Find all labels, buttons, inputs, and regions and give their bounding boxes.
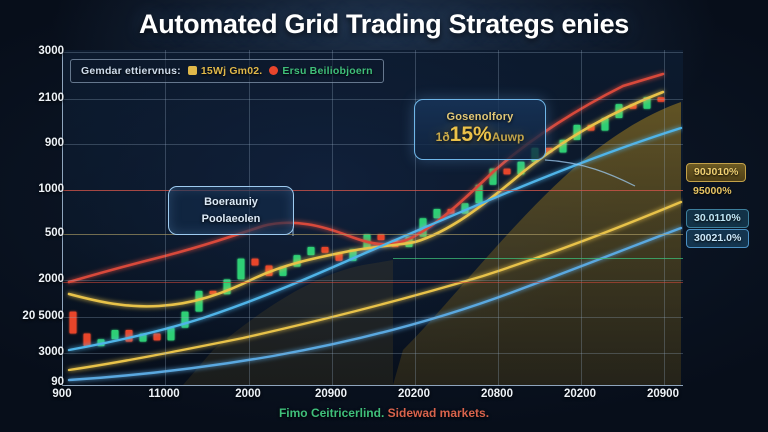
- candle-body: [251, 258, 259, 266]
- candle-body: [657, 97, 665, 102]
- x-axis-tick: 2000: [235, 388, 261, 400]
- price-label-0[interactable]: 90J010%: [686, 163, 747, 182]
- gridline-h: [63, 280, 683, 281]
- ma-cyan-line: [67, 126, 683, 352]
- callout-gain-suffix: Auwp: [491, 130, 525, 144]
- callout-gain-label: Gosenolfory: [446, 111, 514, 123]
- y-axis-tick: 3000: [38, 346, 64, 358]
- callout-consolidation-line1: Boerauniy: [204, 195, 258, 208]
- gridline-h: [63, 317, 683, 318]
- legend-swatch-gold: [187, 66, 197, 75]
- gridline-v: [498, 50, 499, 385]
- callout-consolidation[interactable]: Boerauniy Poolaeolen: [168, 186, 294, 235]
- candle-body: [601, 117, 609, 131]
- x-axis-tick: 20200: [398, 388, 430, 400]
- y-axis-tick: 1000: [38, 183, 64, 195]
- x-axis-tick: 11000: [148, 388, 180, 400]
- y-axis-tick: 3000: [38, 45, 64, 57]
- grid-band-fill: [183, 102, 681, 385]
- reference-line-green: [393, 258, 683, 259]
- gridline-h: [63, 144, 683, 145]
- candle-body: [377, 234, 385, 241]
- gridline-v: [581, 50, 582, 385]
- candle-body: [209, 290, 217, 295]
- x-axis-tick: 20900: [315, 388, 347, 400]
- x-axis-tick: 20800: [481, 388, 513, 400]
- price-label-3[interactable]: 30021.0%: [686, 229, 750, 248]
- gridline-h: [63, 99, 683, 100]
- legend-item-1: Ersu Beiliobjoern: [269, 65, 373, 77]
- ma-blue-line: [67, 226, 683, 382]
- candle-body: [153, 333, 161, 341]
- reference-line-gold: [63, 234, 683, 235]
- candlestick-series: [69, 74, 665, 361]
- reference-line-red: [63, 190, 683, 191]
- chart-graphics: [67, 72, 683, 385]
- candle-body: [475, 184, 483, 204]
- price-label-2[interactable]: 30.0110%: [686, 209, 749, 228]
- ma-gold-lower-line: [67, 200, 683, 372]
- candle-body: [307, 247, 315, 256]
- gridline-h: [63, 353, 683, 354]
- x-axis-tick: 900: [52, 388, 72, 400]
- legend-prefix: Gemdar ettiervnus:: [81, 65, 181, 77]
- callout-gain[interactable]: Gosenolfory 1ð15%Auwp: [414, 99, 546, 160]
- candle-body: [83, 333, 91, 347]
- caption-part-1: Fimo Ceitricerlind.: [278, 406, 385, 420]
- candle-body: [111, 330, 119, 340]
- footer-caption: Fimo Ceitricerlind. Sidewad markets.: [0, 406, 768, 420]
- callout-gain-value: 1ð15%Auwp: [436, 124, 525, 148]
- y-axis-tick: 900: [44, 137, 64, 149]
- candle-body: [237, 258, 245, 280]
- page-title: Automated Grid Trading Strategs enies: [139, 8, 629, 39]
- candle-body: [321, 247, 329, 253]
- chart-legend: Gemdar ettiervnus: 15Wj Gm02. Ersu Beili…: [70, 59, 384, 83]
- gridline-h: [63, 52, 683, 53]
- callout-gain-number: 15%: [449, 123, 492, 146]
- candle-body: [195, 290, 203, 312]
- legend-item-0: 15Wj Gm02.: [187, 65, 263, 77]
- y-axis-tick: 2100: [38, 92, 64, 104]
- candle-body: [167, 327, 175, 341]
- caption-part-2: Sidewad markets.: [387, 406, 490, 420]
- candle-body: [503, 168, 511, 175]
- candle-body: [69, 311, 77, 334]
- callout-consolidation-line2: Poolaeolen: [201, 212, 261, 225]
- gridline-h: [63, 234, 683, 235]
- gridline-v: [332, 50, 333, 385]
- candle-body: [125, 330, 133, 342]
- ma-gold-line: [67, 90, 665, 308]
- x-axis-tick: 20900: [647, 388, 679, 400]
- y-axis-tick: 90: [51, 376, 64, 388]
- candle-body: [433, 209, 441, 219]
- gridline-v: [415, 50, 416, 385]
- y-axis-tick: 500: [44, 227, 64, 239]
- callout-gain-prefix: 1ð: [435, 130, 450, 144]
- reference-line-red-2: [63, 282, 683, 283]
- chart-plot-area: [62, 50, 683, 386]
- gridline-v: [664, 50, 665, 385]
- gridline-v: [165, 50, 166, 385]
- x-axis-tick: 20200: [564, 388, 596, 400]
- y-axis-tick: 20 5000: [22, 310, 64, 322]
- legend-swatch-red: [269, 66, 279, 75]
- y-axis-tick: 2000: [38, 273, 64, 285]
- price-label-1[interactable]: 95000%: [693, 185, 732, 197]
